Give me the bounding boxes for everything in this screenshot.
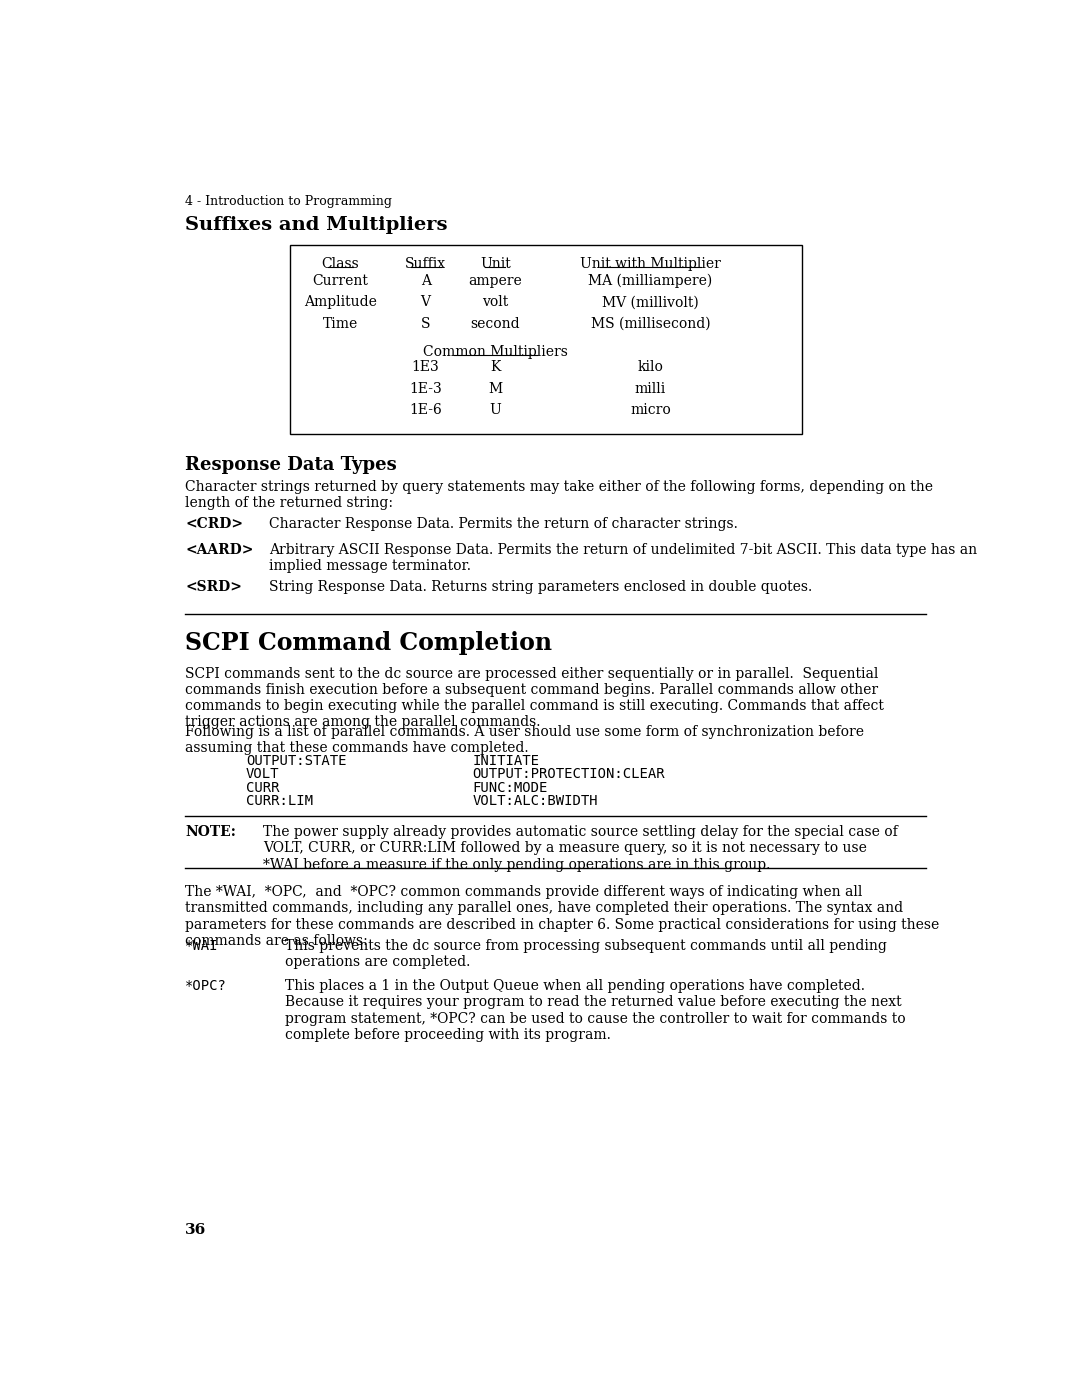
Text: SCPI commands sent to the dc source are processed either sequentially or in para: SCPI commands sent to the dc source are …	[186, 666, 885, 729]
Text: A: A	[420, 274, 431, 288]
Text: The power supply already provides automatic source settling delay for the specia: The power supply already provides automa…	[262, 826, 897, 872]
Text: 1E3: 1E3	[411, 360, 440, 374]
Text: 1E-6: 1E-6	[409, 404, 442, 418]
Text: INITIATE: INITIATE	[472, 754, 539, 768]
Text: 36: 36	[186, 1222, 206, 1236]
Text: 4 - Introduction to Programming: 4 - Introduction to Programming	[186, 194, 392, 208]
Text: This prevents the dc source from processing subsequent commands until all pendin: This prevents the dc source from process…	[284, 939, 887, 970]
Text: Time: Time	[323, 317, 357, 331]
Text: Suffixes and Multipliers: Suffixes and Multipliers	[186, 217, 448, 235]
Text: CURR:LIM: CURR:LIM	[246, 793, 313, 807]
Text: <SRD>: <SRD>	[186, 580, 242, 594]
Text: OUTPUT:STATE: OUTPUT:STATE	[246, 754, 347, 768]
Text: Character Response Data. Permits the return of character strings.: Character Response Data. Permits the ret…	[269, 517, 738, 531]
Text: ampere: ampere	[469, 274, 523, 288]
Bar	[291, 244, 801, 434]
Text: S: S	[421, 317, 430, 331]
Text: MA (milliampere): MA (milliampere)	[589, 274, 713, 288]
Text: 1E-3: 1E-3	[409, 381, 442, 395]
Text: Amplitude: Amplitude	[303, 295, 377, 310]
Text: Following is a list of parallel commands. A user should use some form of synchro: Following is a list of parallel commands…	[186, 725, 864, 756]
Text: *OPC?: *OPC?	[186, 979, 227, 993]
Text: VOLT:ALC:BWIDTH: VOLT:ALC:BWIDTH	[472, 793, 597, 807]
Text: milli: milli	[635, 381, 666, 395]
Text: Unit: Unit	[480, 257, 511, 271]
Text: NOTE:: NOTE:	[186, 826, 237, 840]
Text: FUNC:MODE: FUNC:MODE	[472, 781, 548, 795]
Text: Common Multipliers: Common Multipliers	[423, 345, 568, 359]
Text: M: M	[488, 381, 502, 395]
Text: <AARD>: <AARD>	[186, 542, 254, 556]
Text: <CRD>: <CRD>	[186, 517, 243, 531]
Text: The *WAI,  *OPC,  and  *OPC? common commands provide different ways of indicatin: The *WAI, *OPC, and *OPC? common command…	[186, 886, 940, 949]
Text: OUTPUT:PROTECTION:CLEAR: OUTPUT:PROTECTION:CLEAR	[472, 767, 665, 781]
Text: second: second	[471, 317, 521, 331]
Text: Character strings returned by query statements may take either of the following : Character strings returned by query stat…	[186, 481, 933, 510]
Text: Arbitrary ASCII Response Data. Permits the return of undelimited 7-bit ASCII. Th: Arbitrary ASCII Response Data. Permits t…	[269, 542, 977, 573]
Text: MV (millivolt): MV (millivolt)	[602, 295, 699, 310]
Text: Unit with Multiplier: Unit with Multiplier	[580, 257, 720, 271]
Text: *WAI: *WAI	[186, 939, 219, 953]
Text: K: K	[490, 360, 500, 374]
Text: volt: volt	[483, 295, 509, 310]
Text: U: U	[489, 404, 501, 418]
Text: kilo: kilo	[637, 360, 663, 374]
Text: This places a 1 in the Output Queue when all pending operations have completed.
: This places a 1 in the Output Queue when…	[284, 979, 905, 1042]
Text: Suffix: Suffix	[405, 257, 446, 271]
Text: Current: Current	[312, 274, 368, 288]
Text: CURR: CURR	[246, 781, 280, 795]
Text: String Response Data. Returns string parameters enclosed in double quotes.: String Response Data. Returns string par…	[269, 580, 812, 594]
Text: MS (millisecond): MS (millisecond)	[591, 317, 711, 331]
Text: VOLT: VOLT	[246, 767, 280, 781]
Text: Response Data Types: Response Data Types	[186, 455, 397, 474]
Text: V: V	[420, 295, 431, 310]
Text: SCPI Command Completion: SCPI Command Completion	[186, 631, 552, 655]
Text: Class: Class	[322, 257, 360, 271]
Text: micro: micro	[630, 404, 671, 418]
